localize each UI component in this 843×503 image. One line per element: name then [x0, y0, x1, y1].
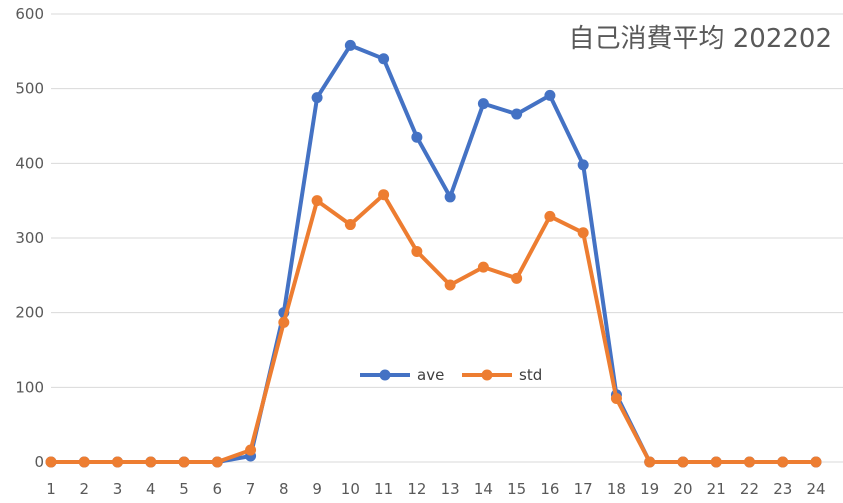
data-point-ave: [477, 98, 489, 110]
data-point-std: [344, 219, 356, 231]
data-point-ave: [378, 53, 390, 65]
y-tick-label: 300: [15, 229, 44, 247]
legend-swatch-marker: [481, 369, 493, 381]
x-tick-label: 15: [507, 480, 526, 498]
data-point-std: [810, 456, 822, 468]
x-tick-label: 24: [806, 480, 825, 498]
data-point-ave: [577, 159, 589, 171]
chart-title: 自己消費平均 202202: [568, 24, 832, 54]
data-point-std: [311, 195, 323, 207]
data-point-std: [78, 456, 90, 468]
data-point-std: [45, 456, 57, 468]
x-tick-label: 23: [773, 480, 792, 498]
x-tick-label: 11: [374, 480, 393, 498]
x-tick-label: 1: [46, 480, 56, 498]
data-point-ave: [444, 191, 456, 203]
data-point-std: [211, 456, 223, 468]
x-tick-label: 21: [707, 480, 726, 498]
data-point-std: [743, 456, 755, 468]
series-std: [45, 189, 822, 468]
x-tick-label: 12: [407, 480, 426, 498]
data-point-std: [411, 245, 423, 257]
series-line-std: [49, 192, 818, 464]
data-point-std: [544, 210, 556, 222]
x-tick-label: 8: [279, 480, 289, 498]
x-tick-label: 7: [246, 480, 256, 498]
x-tick-label: 20: [673, 480, 692, 498]
x-tick-label: 5: [179, 480, 189, 498]
data-point-std: [112, 456, 124, 468]
y-tick-label: 0: [34, 453, 44, 471]
series-line-ave: [49, 43, 818, 464]
y-tick-label: 500: [15, 80, 44, 98]
data-point-ave: [311, 92, 323, 104]
x-tick-label: 14: [474, 480, 493, 498]
legend-swatch-marker: [379, 369, 391, 381]
data-point-std: [245, 444, 257, 456]
x-tick-label: 18: [607, 480, 626, 498]
x-tick-label: 17: [574, 480, 593, 498]
series-ave: [45, 39, 822, 468]
series-lines: [45, 39, 822, 468]
data-point-std: [577, 227, 589, 239]
x-tick-label: 9: [312, 480, 322, 498]
x-tick-label: 2: [79, 480, 89, 498]
data-point-ave: [544, 89, 556, 101]
data-point-std: [378, 189, 390, 201]
data-point-std: [610, 393, 622, 405]
legend-label: std: [519, 366, 542, 384]
x-tick-label: 3: [113, 480, 123, 498]
x-tick-label: 4: [146, 480, 156, 498]
y-tick-label: 400: [15, 154, 44, 172]
y-tick-label: 600: [15, 5, 44, 23]
data-point-std: [145, 456, 157, 468]
data-point-std: [477, 261, 489, 273]
data-point-std: [710, 456, 722, 468]
y-tick-label: 200: [15, 304, 44, 322]
legend: ave std: [360, 366, 542, 384]
data-point-std: [677, 456, 689, 468]
data-point-ave: [511, 108, 523, 120]
gridlines: [51, 13, 843, 463]
x-tick-label: 6: [213, 480, 223, 498]
x-tick-label: 19: [640, 480, 659, 498]
data-point-std: [178, 456, 190, 468]
y-tick-label: 100: [15, 378, 44, 396]
x-tick-label: 16: [540, 480, 559, 498]
data-point-std: [777, 456, 789, 468]
data-point-ave: [344, 39, 356, 51]
data-point-std: [278, 316, 290, 328]
legend-item-ave: ave: [360, 366, 444, 384]
x-tick-label: 10: [341, 480, 360, 498]
x-tick-label: 22: [740, 480, 759, 498]
data-point-ave: [411, 131, 423, 143]
y-axis-ticks: 0 100 200 300 400 500 600: [15, 5, 44, 471]
data-point-std: [444, 279, 456, 291]
x-axis-ticks: 1 2 3 4 5 6 7 8 9 10 11 12 13 14 15 16 17 18 19 20 21 22 23 24: [46, 480, 825, 498]
legend-item-std: std: [462, 366, 542, 384]
data-point-std: [644, 456, 656, 468]
x-tick-label: 13: [441, 480, 460, 498]
data-point-std: [511, 272, 523, 284]
legend-label: ave: [417, 366, 444, 384]
